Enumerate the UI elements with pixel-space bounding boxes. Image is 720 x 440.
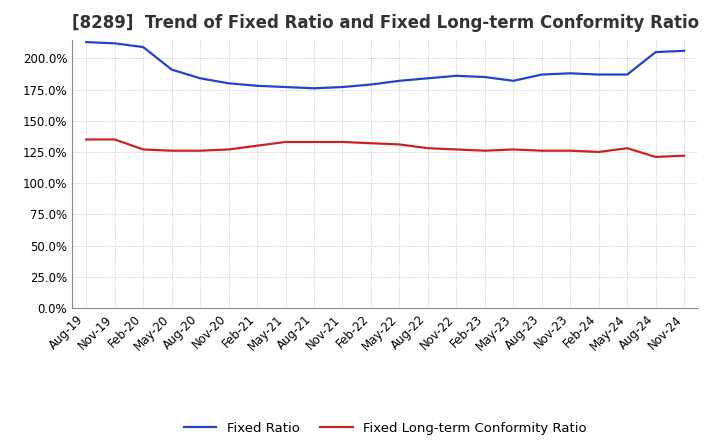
Fixed Ratio [338,84,347,90]
Fixed Long-term Conformity Ratio [196,148,204,154]
Fixed Long-term Conformity Ratio [623,146,631,151]
Fixed Long-term Conformity Ratio [509,147,518,152]
Fixed Long-term Conformity Ratio [139,147,148,152]
Fixed Long-term Conformity Ratio [395,142,404,147]
Fixed Ratio [595,72,603,77]
Fixed Ratio [566,71,575,76]
Fixed Long-term Conformity Ratio [253,143,261,148]
Fixed Ratio [423,76,432,81]
Fixed Ratio [225,81,233,86]
Fixed Long-term Conformity Ratio [310,139,318,145]
Fixed Ratio [282,84,290,90]
Fixed Long-term Conformity Ratio [82,137,91,142]
Fixed Long-term Conformity Ratio [480,148,489,154]
Fixed Long-term Conformity Ratio [110,137,119,142]
Fixed Long-term Conformity Ratio [167,148,176,154]
Fixed Ratio [652,49,660,55]
Fixed Long-term Conformity Ratio [566,148,575,154]
Fixed Long-term Conformity Ratio [225,147,233,152]
Fixed Long-term Conformity Ratio [452,147,461,152]
Fixed Ratio [480,74,489,80]
Fixed Ratio [623,72,631,77]
Fixed Long-term Conformity Ratio [366,140,375,146]
Fixed Ratio [253,83,261,88]
Fixed Ratio [310,86,318,91]
Fixed Ratio [537,72,546,77]
Fixed Ratio [82,40,91,45]
Fixed Ratio [452,73,461,78]
Fixed Long-term Conformity Ratio [652,154,660,160]
Line: Fixed Ratio: Fixed Ratio [86,42,684,88]
Fixed Long-term Conformity Ratio [537,148,546,154]
Fixed Ratio [196,76,204,81]
Fixed Long-term Conformity Ratio [595,149,603,154]
Fixed Long-term Conformity Ratio [680,153,688,158]
Fixed Ratio [366,82,375,87]
Fixed Ratio [680,48,688,54]
Title: [8289]  Trend of Fixed Ratio and Fixed Long-term Conformity Ratio: [8289] Trend of Fixed Ratio and Fixed Lo… [71,15,699,33]
Line: Fixed Long-term Conformity Ratio: Fixed Long-term Conformity Ratio [86,139,684,157]
Legend: Fixed Ratio, Fixed Long-term Conformity Ratio: Fixed Ratio, Fixed Long-term Conformity … [179,417,592,440]
Fixed Ratio [395,78,404,84]
Fixed Ratio [509,78,518,84]
Fixed Ratio [110,41,119,46]
Fixed Long-term Conformity Ratio [338,139,347,145]
Fixed Ratio [139,44,148,50]
Fixed Long-term Conformity Ratio [423,146,432,151]
Fixed Ratio [167,67,176,72]
Fixed Long-term Conformity Ratio [282,139,290,145]
